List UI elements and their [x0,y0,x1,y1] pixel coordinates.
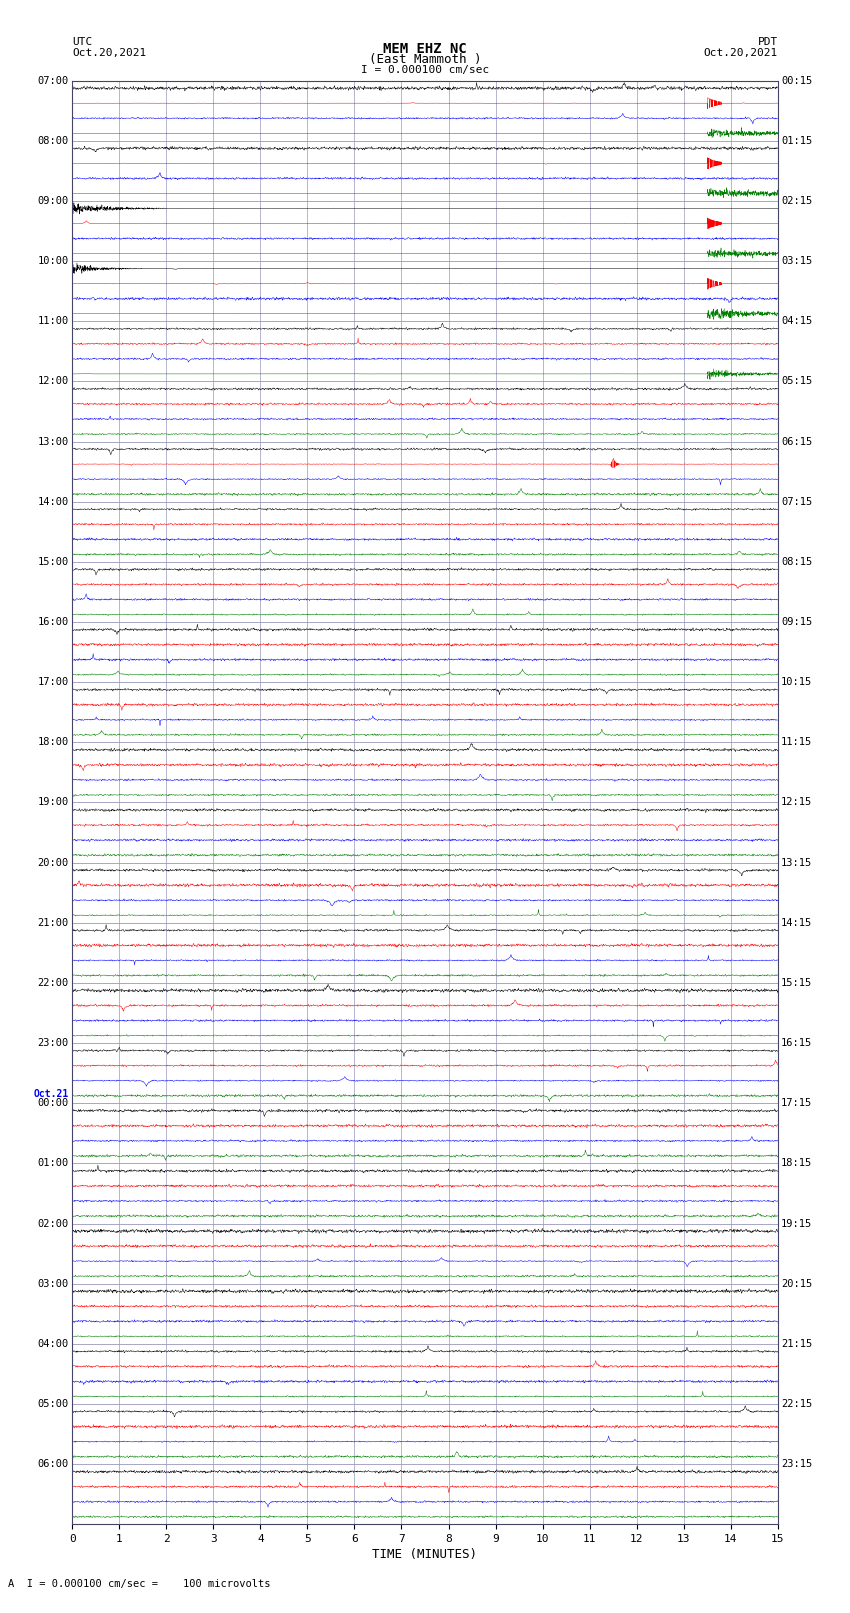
Text: A  I = 0.000100 cm/sec =    100 microvolts: A I = 0.000100 cm/sec = 100 microvolts [8,1579,271,1589]
Text: MEM EHZ NC: MEM EHZ NC [383,42,467,56]
Text: 14:00: 14:00 [37,497,69,506]
Text: 02:15: 02:15 [781,195,813,206]
Text: 14:15: 14:15 [781,918,813,927]
Text: 01:00: 01:00 [37,1158,69,1168]
Text: I = 0.000100 cm/sec: I = 0.000100 cm/sec [361,65,489,74]
Text: 19:00: 19:00 [37,797,69,808]
Text: 18:15: 18:15 [781,1158,813,1168]
Text: Oct.21: Oct.21 [34,1089,69,1098]
Text: 02:00: 02:00 [37,1218,69,1229]
Text: 07:00: 07:00 [37,76,69,85]
Text: 06:15: 06:15 [781,437,813,447]
Text: Oct.20,2021: Oct.20,2021 [704,48,778,58]
X-axis label: TIME (MINUTES): TIME (MINUTES) [372,1548,478,1561]
Text: 01:15: 01:15 [781,135,813,145]
Text: 23:00: 23:00 [37,1039,69,1048]
Text: 22:15: 22:15 [781,1398,813,1410]
Text: 06:00: 06:00 [37,1460,69,1469]
Text: 05:00: 05:00 [37,1398,69,1410]
Text: 04:00: 04:00 [37,1339,69,1348]
Text: 12:15: 12:15 [781,797,813,808]
Text: 21:15: 21:15 [781,1339,813,1348]
Text: 20:00: 20:00 [37,858,69,868]
Text: 16:15: 16:15 [781,1039,813,1048]
Text: 04:15: 04:15 [781,316,813,326]
Text: 08:00: 08:00 [37,135,69,145]
Text: (East Mammoth ): (East Mammoth ) [369,53,481,66]
Text: 17:15: 17:15 [781,1098,813,1108]
Text: 19:15: 19:15 [781,1218,813,1229]
Text: PDT: PDT [757,37,778,47]
Text: 18:00: 18:00 [37,737,69,747]
Text: 03:00: 03:00 [37,1279,69,1289]
Text: 22:00: 22:00 [37,977,69,987]
Text: 09:00: 09:00 [37,195,69,206]
Text: 13:00: 13:00 [37,437,69,447]
Text: 13:15: 13:15 [781,858,813,868]
Text: 20:15: 20:15 [781,1279,813,1289]
Text: Oct.20,2021: Oct.20,2021 [72,48,146,58]
Text: 23:15: 23:15 [781,1460,813,1469]
Text: 10:15: 10:15 [781,677,813,687]
Text: 00:00: 00:00 [37,1098,69,1108]
Text: UTC: UTC [72,37,93,47]
Text: 10:00: 10:00 [37,256,69,266]
Text: 09:15: 09:15 [781,618,813,627]
Text: 05:15: 05:15 [781,376,813,387]
Text: 17:00: 17:00 [37,677,69,687]
Text: 11:15: 11:15 [781,737,813,747]
Text: 07:15: 07:15 [781,497,813,506]
Text: 00:15: 00:15 [781,76,813,85]
Text: 15:15: 15:15 [781,977,813,987]
Text: 21:00: 21:00 [37,918,69,927]
Text: 08:15: 08:15 [781,556,813,566]
Text: 15:00: 15:00 [37,556,69,566]
Text: 12:00: 12:00 [37,376,69,387]
Text: 16:00: 16:00 [37,618,69,627]
Text: 03:15: 03:15 [781,256,813,266]
Text: 11:00: 11:00 [37,316,69,326]
